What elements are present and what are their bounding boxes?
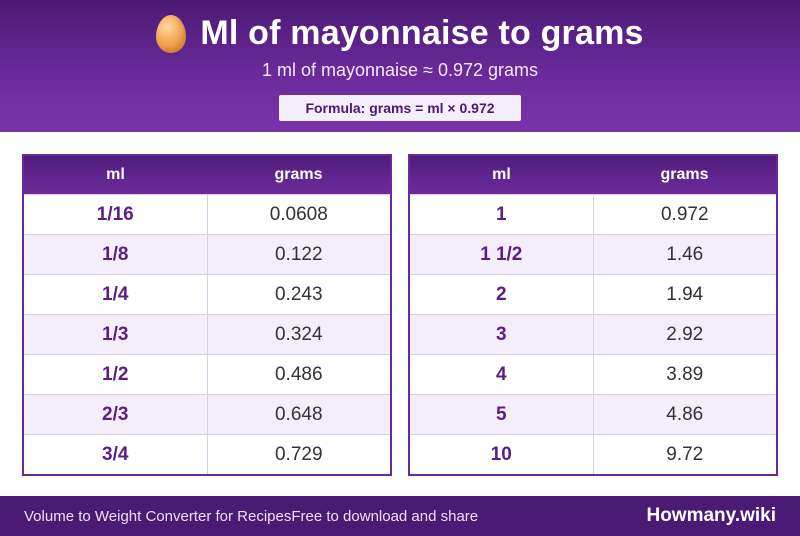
ml-cell: 3	[409, 314, 594, 355]
column-header-ml: ml	[23, 155, 207, 195]
table-row: 2 1.94	[409, 274, 777, 315]
table-row: 4 3.89	[409, 354, 777, 395]
ml-cell: 5	[409, 394, 594, 435]
conversion-table-left: ml grams 1/16 0.0608 1/8 0.122 1/4 0.243…	[22, 154, 392, 476]
footer-share-text: Free to download and share	[291, 508, 479, 525]
grams-cell: 0.972	[593, 194, 777, 235]
ml-cell: 1	[409, 194, 594, 235]
grams-cell: 0.324	[207, 314, 391, 355]
column-header-grams: grams	[207, 155, 391, 195]
column-header-ml: ml	[409, 155, 593, 195]
grams-cell: 0.648	[207, 394, 391, 435]
footer-text: Volume to Weight Converter for RecipesFr…	[24, 508, 478, 525]
grams-cell: 0.729	[207, 434, 391, 475]
table-row: 1/8 0.122	[23, 234, 391, 275]
grams-cell: 0.243	[207, 274, 391, 315]
ml-cell: 1/8	[23, 234, 208, 275]
table-row: 1/16 0.0608	[23, 194, 391, 235]
grams-cell: 3.89	[593, 354, 777, 395]
table-row: 5 4.86	[409, 394, 777, 435]
grams-cell: 1.46	[593, 234, 777, 275]
table-row: 1/4 0.243	[23, 274, 391, 315]
ml-cell: 1/4	[23, 274, 208, 315]
ml-cell: 1/3	[23, 314, 208, 355]
page-title: Ml of mayonnaise to grams	[200, 14, 644, 52]
ml-cell: 1/2	[23, 354, 208, 395]
grams-cell: 0.486	[207, 354, 391, 395]
ml-cell: 1 1/2	[409, 234, 594, 275]
grams-cell: 1.94	[593, 274, 777, 315]
ml-cell: 3/4	[23, 434, 208, 475]
formula-badge: Formula: grams = ml × 0.972	[279, 95, 521, 121]
egg-icon	[156, 14, 187, 53]
grams-cell: 2.92	[593, 314, 777, 355]
table-row: 3 2.92	[409, 314, 777, 355]
ml-cell: 10	[409, 434, 594, 475]
table-row: 2/3 0.648	[23, 394, 391, 435]
brand-logo[interactable]: Howmany.wiki	[646, 505, 776, 526]
table-row: 1/3 0.324	[23, 314, 391, 355]
table-row: 1/2 0.486	[23, 354, 391, 395]
table-row: 10 9.72	[409, 434, 777, 475]
title-row: Ml of mayonnaise to grams	[0, 14, 800, 53]
ml-cell: 2/3	[23, 394, 208, 435]
ml-cell: 4	[409, 354, 594, 395]
page-subtitle: 1 ml of mayonnaise ≈ 0.972 grams	[261, 60, 538, 80]
table-header-row: ml grams	[23, 155, 391, 195]
grams-cell: 0.122	[207, 234, 391, 275]
table-row: 3/4 0.729	[23, 434, 391, 475]
ml-cell: 1/16	[23, 194, 208, 235]
table-header-row: ml grams	[409, 155, 777, 195]
grams-cell: 4.86	[593, 394, 777, 435]
conversion-table-right: ml grams 1 0.972 1 1/2 1.46 2 1.94 3 2.9…	[408, 154, 778, 476]
ml-cell: 2	[409, 274, 594, 315]
table-row: 1 1/2 1.46	[409, 234, 777, 275]
header: Ml of mayonnaise to grams 1 ml of mayonn…	[0, 0, 800, 132]
footer: Volume to Weight Converter for RecipesFr…	[0, 496, 800, 536]
grams-cell: 9.72	[593, 434, 777, 475]
column-header-grams: grams	[593, 155, 777, 195]
grams-cell: 0.0608	[207, 194, 391, 235]
footer-tagline: Volume to Weight Converter for Recipes	[24, 508, 292, 525]
table-row: 1 0.972	[409, 194, 777, 235]
